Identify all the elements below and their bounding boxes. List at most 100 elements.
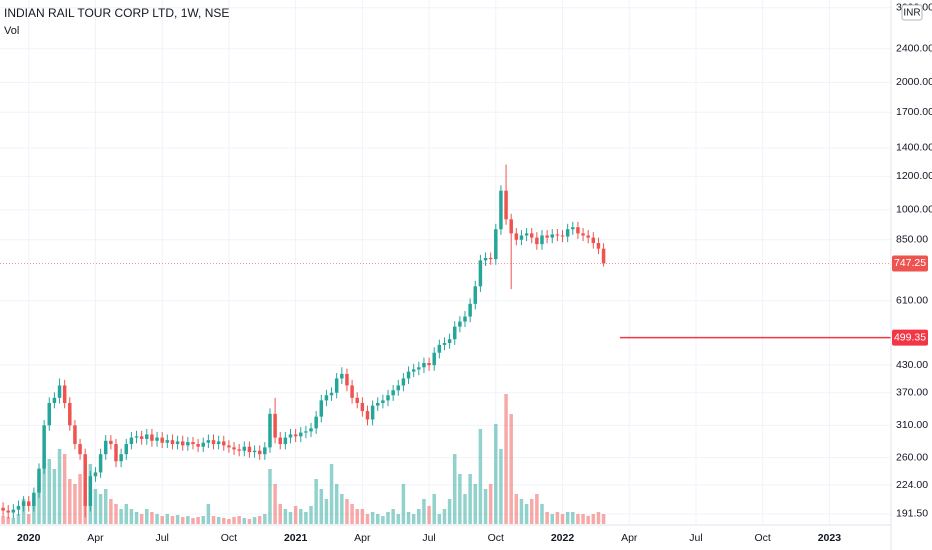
volume-bar (586, 516, 590, 524)
candle-body (550, 234, 555, 238)
candle-body (540, 235, 544, 245)
volume-bar (381, 516, 385, 524)
candle-body (437, 344, 442, 353)
volume-bar (299, 509, 303, 524)
candle-body (524, 233, 529, 236)
volume-bar (478, 429, 483, 524)
candle-body (396, 385, 401, 391)
candle-body (345, 373, 349, 386)
candle-body (47, 403, 52, 426)
volume-bar (571, 512, 575, 524)
volume-bar (139, 514, 144, 524)
candle-body (360, 403, 365, 412)
volume-bar (350, 504, 354, 524)
volume-bar (6, 517, 10, 524)
volume-bar (1, 516, 5, 524)
x-tick-label: 2023 (818, 532, 842, 544)
volume-bar (314, 479, 318, 524)
volume-bar (150, 512, 154, 524)
volume-bar (78, 474, 82, 524)
candle-body (206, 440, 211, 443)
volume-bar (437, 514, 442, 524)
volume-bar (411, 514, 416, 524)
y-tick-label: 224.00 (896, 479, 928, 491)
volume-bar (129, 509, 134, 524)
volume-bar (206, 504, 211, 524)
candle-body (83, 454, 87, 506)
volume-bar (391, 509, 395, 524)
y-tick-label: 1400.00 (896, 142, 932, 154)
candle-body (16, 505, 21, 510)
candle-body (62, 385, 67, 404)
volume-bar (134, 512, 139, 524)
candle-body (170, 440, 175, 445)
y-tick-label: 1700.00 (896, 106, 932, 118)
candle-body (381, 400, 385, 404)
candle-body (376, 403, 380, 406)
candle-body (93, 472, 98, 477)
volume-bar (524, 504, 529, 524)
volume-bar (196, 517, 200, 524)
candle-body (155, 437, 159, 441)
x-tick-label: 2020 (17, 532, 41, 544)
candle-body (196, 444, 200, 447)
candle-body (458, 321, 462, 327)
y-tick-label: 370.00 (896, 387, 928, 399)
candle-body (175, 441, 180, 445)
chart-title: INDIAN RAIL TOUR CORP LTD, 1W, NSE (4, 6, 229, 20)
candle-body (57, 385, 62, 398)
candle-body (68, 403, 72, 426)
volume-bar (468, 474, 472, 524)
candle-body (401, 378, 406, 386)
volume-bar (263, 514, 267, 524)
volume-bar (98, 494, 103, 524)
volume-bar (175, 515, 180, 524)
volume-bar (560, 514, 565, 524)
candle-body (324, 395, 329, 401)
candle-body (283, 437, 288, 445)
volume-bar (211, 516, 216, 524)
candle-body (139, 436, 144, 439)
candle-body (247, 446, 252, 453)
candle-body (576, 227, 580, 234)
volume-bar (57, 449, 62, 524)
currency-label[interactable]: INR (903, 8, 920, 19)
volume-bar (252, 517, 257, 524)
candle-body (483, 257, 488, 261)
volume-bar (555, 512, 560, 524)
volume-bar (191, 518, 195, 524)
candle-body (201, 442, 205, 447)
x-tick-label: Apr (354, 532, 371, 544)
candle-body (263, 447, 267, 455)
candle-body (350, 385, 354, 398)
volume-bar (596, 512, 601, 524)
candle-body (11, 509, 16, 513)
candle-body (211, 440, 216, 445)
candle-body (355, 397, 359, 404)
candle-body (432, 352, 436, 366)
volume-bar (529, 499, 534, 524)
candle-body (134, 436, 139, 438)
candle-body (232, 447, 236, 450)
x-tick-label: Jul (422, 532, 435, 544)
candle-body (150, 434, 154, 441)
currency-badge[interactable] (901, 4, 923, 21)
volume-bar (242, 518, 247, 524)
candle-body (601, 248, 606, 264)
candle-body (6, 510, 10, 513)
volume-bar (494, 424, 498, 524)
candle-body (519, 235, 524, 240)
candle-body (591, 237, 596, 244)
volume-bar (329, 464, 334, 524)
volume-bar (427, 506, 431, 524)
candle-body (304, 431, 308, 433)
volume-bar (483, 489, 488, 524)
volume-bar (545, 512, 549, 524)
candle-body (442, 342, 447, 345)
volume-bar (417, 509, 421, 524)
volume-bar (124, 504, 129, 524)
volume-bar (452, 454, 457, 524)
candle-body (98, 454, 103, 473)
candle-body (73, 425, 77, 445)
volume-bar (370, 512, 375, 524)
